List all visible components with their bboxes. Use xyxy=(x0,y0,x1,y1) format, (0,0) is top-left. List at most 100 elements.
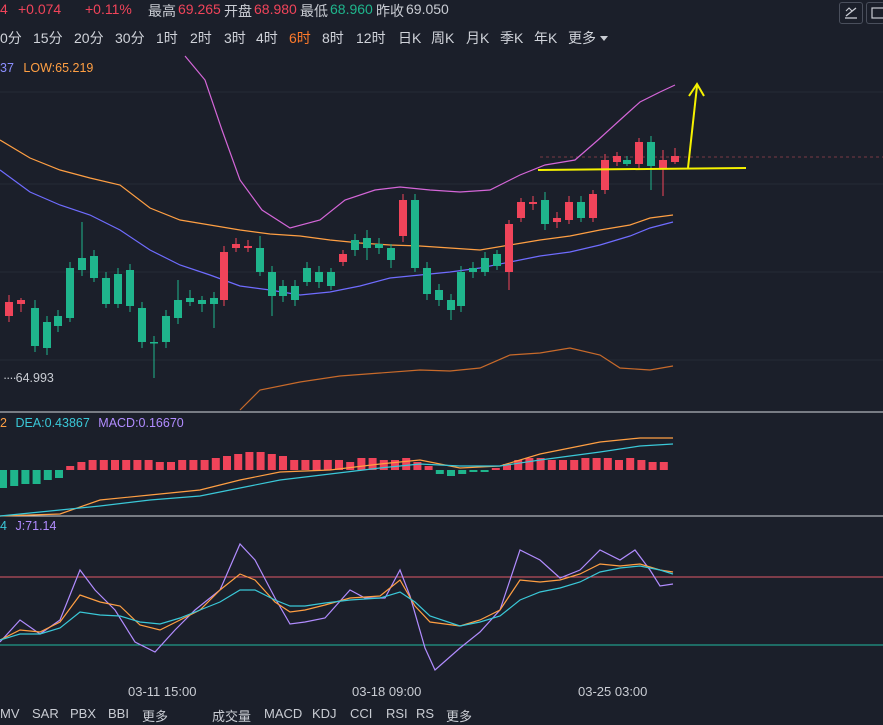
prev-close-label: 昨收 xyxy=(376,3,404,19)
timeframe-7[interactable]: 4时 xyxy=(256,30,278,46)
macd-bar-31 xyxy=(346,462,355,470)
timeframe-14[interactable]: 季K xyxy=(500,30,524,46)
grid-icon xyxy=(871,7,883,19)
candle-body-44 xyxy=(529,202,537,204)
legend-prefix: 37 xyxy=(0,61,14,75)
macd-bar-17 xyxy=(189,460,198,470)
footer-left-4[interactable]: 更多 xyxy=(142,709,169,724)
candle-body-24 xyxy=(291,286,299,300)
candle-body-4 xyxy=(54,316,62,326)
timeframe-bar: 0分 15分 20分 30分 1时 2时 3时 4时 6时 8时 12时 日K 周K 月K 季K 年K 更多 xyxy=(0,26,883,50)
candle-body-48 xyxy=(577,202,585,218)
candle-body-6 xyxy=(78,258,86,270)
macd-bar-50 xyxy=(559,460,567,470)
candle-body-36 xyxy=(435,290,443,300)
timeframe-12[interactable]: 周K xyxy=(431,30,455,46)
footer-right-4[interactable]: RSI xyxy=(386,706,408,721)
macd-bar-58 xyxy=(648,462,657,470)
kdj-prefix: 4 xyxy=(0,519,7,533)
macd-bar-9 xyxy=(99,460,108,470)
macd-bar-21 xyxy=(234,454,243,470)
macd-bar-30 xyxy=(335,460,343,470)
macd-value: MACD:0.16670 xyxy=(98,416,184,430)
macd-bar-56 xyxy=(626,458,635,470)
timeframe-2[interactable]: 20分 xyxy=(74,30,104,46)
footer-left-0[interactable]: MV xyxy=(0,706,20,721)
footer-left-3[interactable]: BBI xyxy=(108,706,129,721)
annotation-arrow-shaft xyxy=(687,85,698,169)
candle-body-0 xyxy=(5,302,13,316)
footer-right-5[interactable]: RS xyxy=(416,706,435,721)
candle-body-26 xyxy=(315,272,323,282)
ma-line xyxy=(0,169,674,296)
candle-body-33 xyxy=(399,200,407,236)
macd-bar-19 xyxy=(211,458,220,470)
macd-bar-15 xyxy=(167,462,175,470)
footer-right-2[interactable]: KDJ xyxy=(312,706,337,721)
prev-close-value: 69.050 xyxy=(406,1,449,17)
candle-body-13 xyxy=(162,316,170,342)
footer-right-6[interactable]: 更多 xyxy=(446,709,473,724)
candle-body-14 xyxy=(174,300,182,318)
footer-right-0[interactable]: 成交量 xyxy=(212,709,252,724)
candle-body-27 xyxy=(327,272,335,286)
candle-body-20 xyxy=(244,246,252,248)
footer-left-1[interactable]: SAR xyxy=(32,706,59,721)
layout-button[interactable] xyxy=(866,2,883,24)
timeframe-3[interactable]: 30分 xyxy=(115,30,145,46)
timeframe-15[interactable]: 年K xyxy=(534,30,558,46)
marker-dots: ···· xyxy=(3,371,17,385)
candle-body-51 xyxy=(613,156,621,162)
candle-body-23 xyxy=(279,286,287,296)
timeframe-1[interactable]: 15分 xyxy=(33,30,63,46)
high-value: 69.265 xyxy=(178,1,221,17)
timeframe-4[interactable]: 1时 xyxy=(156,30,178,46)
timeframe-13[interactable]: 月K xyxy=(466,30,490,46)
chart-canvas[interactable] xyxy=(0,50,883,706)
bollinger-lower xyxy=(239,347,674,411)
footer-right-3[interactable]: CCI xyxy=(350,706,373,721)
candle-body-38 xyxy=(457,272,465,306)
timeframe-10[interactable]: 12时 xyxy=(356,30,386,46)
macd-bar-48 xyxy=(536,458,545,470)
macd-bar-5 xyxy=(55,470,63,478)
open-label: 开盘 xyxy=(224,3,252,19)
macd-bar-22 xyxy=(245,452,254,470)
macd-bar-4 xyxy=(43,470,52,480)
footer-right-1[interactable]: MACD xyxy=(264,706,303,721)
macd-bar-35 xyxy=(391,460,399,470)
candle-body-54 xyxy=(647,142,655,166)
candle-body-50 xyxy=(601,160,609,190)
macd-dif-line xyxy=(0,437,673,517)
price-marker-value: 64.993 xyxy=(15,371,54,385)
candle-body-41 xyxy=(493,254,501,266)
candle-body-7 xyxy=(90,256,98,278)
timeframe-6[interactable]: 3时 xyxy=(224,30,246,46)
candle-body-10 xyxy=(126,270,134,306)
chevron-down-icon[interactable] xyxy=(599,35,609,43)
macd-bar-25 xyxy=(279,456,287,470)
timeframe-16[interactable]: 更多 xyxy=(568,30,596,46)
middle-band xyxy=(0,139,674,251)
annotation-horizontal-line xyxy=(537,167,747,171)
timeframe-8[interactable]: 6时 xyxy=(289,30,311,46)
kdj-j-line xyxy=(0,542,674,671)
candle-body-30 xyxy=(363,238,371,248)
candle-body-25 xyxy=(303,268,311,282)
candle-body-40 xyxy=(481,258,489,272)
timeframe-0[interactable]: 0分 xyxy=(0,30,22,46)
chart-settings-button[interactable] xyxy=(839,2,863,24)
annotation-arrowhead xyxy=(688,82,705,97)
footer-left-2[interactable]: PBX xyxy=(70,706,97,721)
macd-bar-45 xyxy=(503,464,511,470)
macd-bar-49 xyxy=(547,460,556,470)
kdj-legend: 4 J:71.14 xyxy=(0,519,56,533)
macd-bar-18 xyxy=(200,460,209,470)
timeframe-5[interactable]: 2时 xyxy=(190,30,212,46)
macd-bar-12 xyxy=(133,460,142,470)
open-value: 68.980 xyxy=(254,1,297,17)
candle-body-3 xyxy=(43,322,51,348)
timeframe-9[interactable]: 8时 xyxy=(322,30,344,46)
timeframe-11[interactable]: 日K xyxy=(398,30,422,46)
macd-bar-32 xyxy=(357,458,366,470)
